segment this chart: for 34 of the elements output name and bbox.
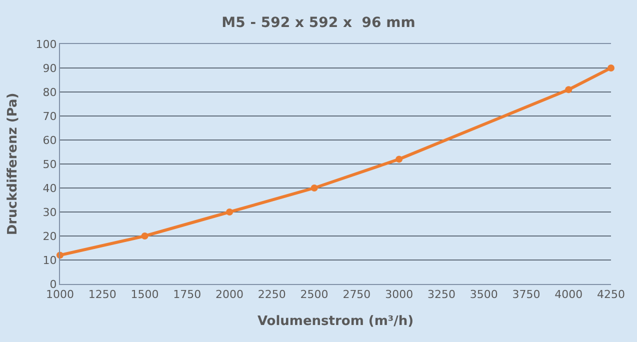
x-axis-title: Volumenstrom (m³/h) bbox=[257, 314, 414, 329]
point bbox=[565, 86, 572, 94]
x-tick-label: 1000 bbox=[46, 288, 74, 302]
point bbox=[608, 64, 614, 72]
point bbox=[141, 232, 148, 240]
x-tick-label: 4250 bbox=[597, 288, 625, 302]
x-tick-label: 2250 bbox=[258, 288, 286, 302]
y-tick-label: 0 bbox=[50, 278, 57, 291]
x-tick-label: 2000 bbox=[216, 288, 244, 302]
y-tick-label: 80 bbox=[42, 86, 57, 99]
x-tick-label: 4000 bbox=[554, 288, 583, 302]
y-tick-label: 10 bbox=[42, 254, 57, 267]
chart-title: M5 - 592 x 592 x 96 mm bbox=[222, 14, 416, 31]
y-tick-label: 90 bbox=[42, 62, 57, 75]
x-tick-label: 3000 bbox=[385, 288, 414, 302]
point bbox=[226, 208, 234, 216]
y-tick-label: 20 bbox=[42, 230, 57, 243]
y-tick-label: 60 bbox=[42, 134, 57, 147]
x-tick-label: 3250 bbox=[427, 288, 456, 302]
y-tick-label: 30 bbox=[42, 206, 57, 219]
x-tick-label: 3500 bbox=[470, 288, 498, 302]
x-tick-label: 3750 bbox=[512, 288, 540, 302]
x-tick-label: 2750 bbox=[342, 288, 371, 302]
y-tick-label: 40 bbox=[42, 182, 57, 195]
point bbox=[310, 184, 318, 192]
x-tick-label: 1500 bbox=[130, 288, 159, 302]
x-tick-label: 1250 bbox=[88, 288, 116, 302]
point bbox=[396, 156, 403, 163]
y-tick-label: 50 bbox=[42, 158, 57, 171]
y-tick-label: 70 bbox=[42, 110, 57, 123]
x-tick-label: 1750 bbox=[173, 288, 202, 302]
x-tick-label: 2500 bbox=[300, 288, 328, 302]
y-tick-label: 100 bbox=[36, 38, 57, 51]
y-axis-title: Druckdifferenz (Pa) bbox=[6, 92, 21, 236]
